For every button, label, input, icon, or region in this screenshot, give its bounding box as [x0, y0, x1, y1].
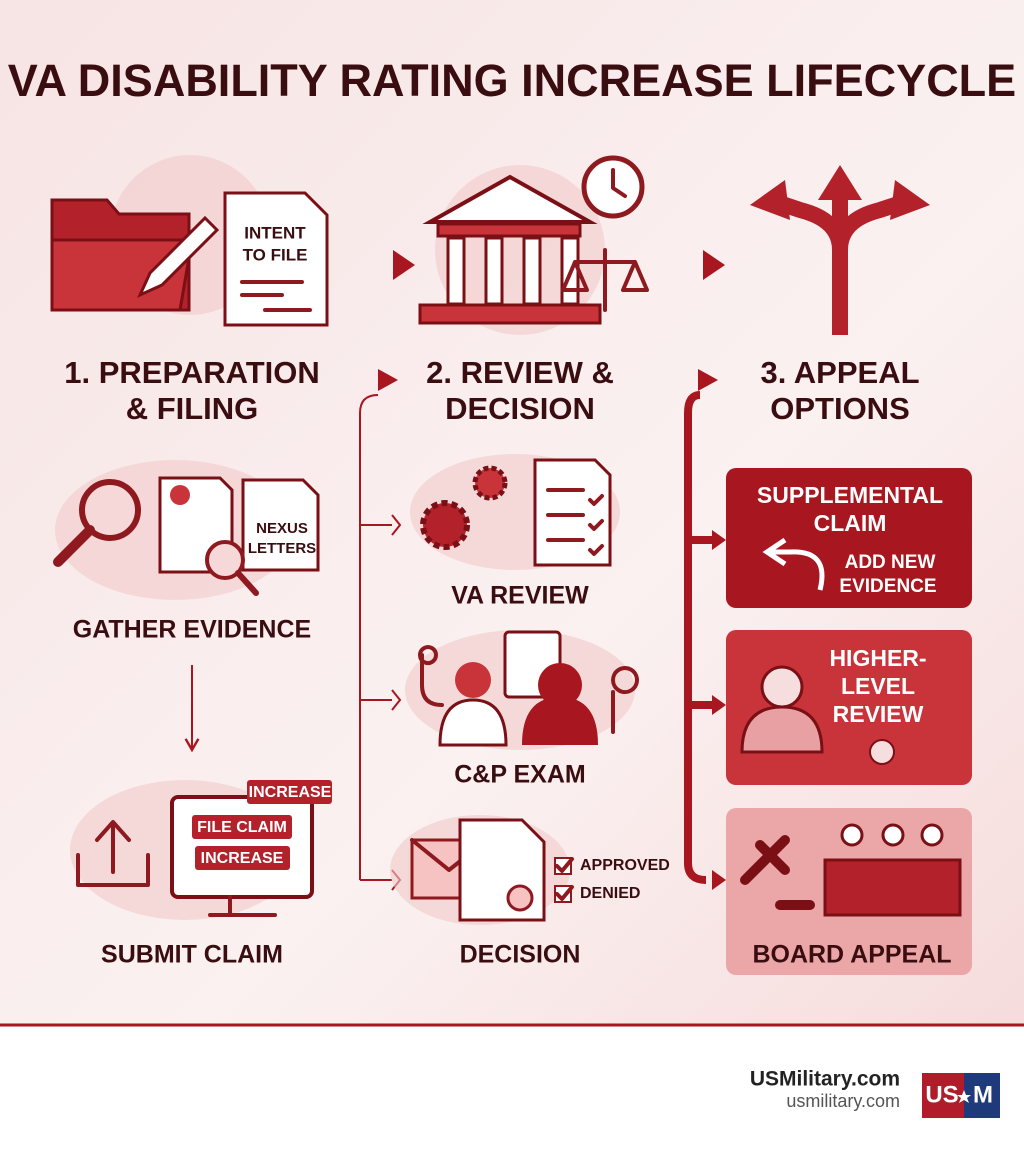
option-label: REVIEW [833, 701, 924, 727]
judges [920, 823, 944, 847]
connector-heads [712, 530, 726, 890]
award-icon [869, 739, 895, 765]
step-label: VA REVIEW [451, 582, 589, 610]
judges [840, 823, 944, 847]
icon-text: INCREASE [249, 784, 332, 801]
logo-text: M [973, 1081, 993, 1108]
gear-icon [420, 500, 470, 550]
building-base [418, 303, 602, 325]
columns [446, 236, 466, 306]
gear-icon [472, 465, 508, 501]
checklist-lines [546, 488, 604, 556]
stethoscope-icon [418, 645, 639, 734]
icon-text: FILE CLAIM [197, 819, 287, 836]
stage-heading: 1. PREPARATION [64, 355, 320, 390]
bench-icon [823, 858, 962, 917]
checkmark [555, 885, 574, 901]
site-url: usmilitary.com [786, 1091, 900, 1111]
review-connector [359, 394, 392, 881]
columns [484, 236, 504, 306]
flow-arrow-head [698, 369, 718, 391]
icon-text: INCREASE [201, 850, 284, 867]
flow-arrow-head [393, 250, 415, 280]
approval-seal [506, 884, 534, 912]
icon-text: DENIED [580, 885, 640, 902]
icon-text: LETTERS [248, 540, 316, 557]
option-label: HIGHER- [829, 645, 926, 671]
site-name: USMilitary.com [750, 1068, 900, 1091]
step-label: SUBMIT CLAIM [101, 941, 283, 969]
icon-text: NEXUS [256, 520, 308, 537]
document-label: INTENT [244, 223, 306, 242]
scales-icon [561, 248, 649, 312]
flow-arrow-head [703, 250, 725, 280]
step-label: GATHER EVIDENCE [73, 616, 311, 644]
stage-heading: 2. REVIEW & [426, 355, 614, 390]
split-arrow-heads [750, 165, 930, 220]
magnifier-icon [79, 479, 141, 541]
magnifier-handle [235, 570, 259, 596]
magnifier-handle [53, 525, 95, 567]
monitor-stand [208, 895, 277, 917]
stage-heading: DECISION [445, 391, 595, 426]
medical-cross [170, 485, 190, 505]
gavel-icon [740, 835, 815, 910]
veteran-head [538, 663, 582, 707]
step-label: DECISION [460, 941, 581, 969]
option-note: EVIDENCE [839, 576, 936, 597]
folder-front [50, 238, 194, 312]
official-head [760, 665, 804, 709]
appeal-connector [684, 391, 714, 884]
building-roof [422, 174, 598, 224]
option-label: LEVEL [841, 673, 915, 699]
document-lines [240, 280, 312, 312]
return-arrow [770, 549, 825, 591]
stage-heading: 3. APPEAL [760, 355, 919, 390]
doctor-body [438, 698, 508, 747]
step-label: C&P EXAM [454, 761, 586, 789]
footer-background [0, 1025, 1024, 1154]
logo-text: US [925, 1081, 958, 1108]
judges [881, 823, 905, 847]
judges [840, 823, 864, 847]
button [192, 815, 292, 839]
building-beam [436, 222, 582, 238]
clock-hands [611, 168, 627, 198]
icon-text: APPROVED [580, 857, 670, 874]
return-arrow-head [762, 537, 787, 567]
option-label: BOARD APPEAL [752, 941, 951, 969]
flow-arrow-head [378, 369, 398, 391]
veteran-body [522, 697, 598, 745]
option-label: SUPPLEMENTAL [757, 482, 943, 508]
doctor-head [455, 662, 491, 698]
stage-heading: OPTIONS [770, 391, 910, 426]
logo-star [957, 1090, 971, 1103]
columns [522, 236, 542, 306]
pencil-icon [136, 215, 220, 299]
checkmark [555, 857, 574, 873]
magnifier-icon [205, 540, 245, 580]
button [195, 846, 290, 870]
option-box [726, 468, 972, 608]
split-arrows [767, 192, 913, 335]
document-icon [223, 191, 329, 327]
stage-heading: & FILING [126, 391, 259, 426]
official-body [740, 705, 824, 754]
title: VA DISABILITY RATING INCREASE LIFECYCLE [8, 55, 1016, 106]
logo-left [922, 1073, 964, 1118]
option-note: ADD NEW [845, 552, 936, 573]
option-label: CLAIM [814, 510, 887, 536]
upload-icon [76, 820, 150, 887]
document-label: TO FILE [243, 245, 308, 264]
tag [247, 780, 332, 804]
